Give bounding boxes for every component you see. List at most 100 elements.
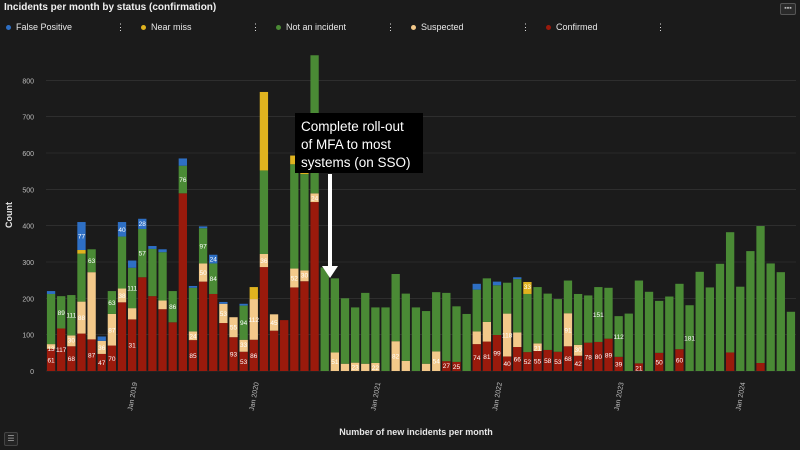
bar-16-not-an-incident[interactable] (209, 263, 218, 294)
bar-19-confirmed[interactable] (239, 351, 248, 371)
bar-14-confirmed[interactable] (188, 340, 198, 371)
bar-37-not-an-incident[interactable] (421, 311, 431, 364)
bar-24-not-an-incident[interactable] (290, 164, 299, 269)
bar-32-not-an-incident[interactable] (371, 307, 380, 364)
bar-20-suspected[interactable] (249, 299, 258, 340)
bar-27-not-an-incident[interactable] (320, 267, 329, 371)
bar-68-not-an-incident[interactable] (736, 286, 745, 371)
bar-7-false-positive[interactable] (117, 222, 127, 237)
bar-67-confirmed[interactable] (725, 352, 735, 371)
bar-16-confirmed[interactable] (209, 293, 218, 371)
bar-6-confirmed[interactable] (107, 345, 117, 371)
bar-3-near-miss[interactable] (77, 250, 86, 254)
bar-17-confirmed[interactable] (219, 323, 228, 371)
bar-36-not-an-incident[interactable] (411, 307, 421, 371)
bar-10-confirmed[interactable] (148, 296, 157, 371)
bar-25-suspected[interactable] (300, 270, 309, 282)
bar-15-false-positive[interactable] (198, 226, 208, 229)
bar-45-not-an-incident[interactable] (502, 282, 512, 314)
bar-51-not-an-incident[interactable] (563, 280, 573, 314)
bar-25-confirmed[interactable] (300, 281, 309, 371)
bar-20-confirmed[interactable] (249, 339, 258, 371)
bar-3-false-positive[interactable] (77, 222, 86, 251)
legend-menu-not-an-incident-icon[interactable]: ⋮ (386, 22, 395, 32)
bar-46-false-positive[interactable] (513, 277, 522, 280)
bar-11-confirmed[interactable] (158, 309, 167, 371)
bar-21-near-miss[interactable] (259, 91, 269, 171)
bar-49-not-an-incident[interactable] (543, 293, 552, 350)
bar-32-suspected[interactable] (371, 363, 380, 371)
bar-48-confirmed[interactable] (533, 351, 542, 371)
bar-44-not-an-incident[interactable] (492, 285, 502, 336)
bar-54-not-an-incident[interactable] (594, 287, 603, 342)
legend-item-suspected[interactable]: Suspected (411, 22, 464, 32)
bar-50-not-an-incident[interactable] (553, 299, 562, 352)
bar-6-not-an-incident[interactable] (107, 291, 117, 314)
bar-62-not-an-incident[interactable] (675, 283, 684, 350)
bar-18-suspected[interactable] (229, 317, 238, 338)
bar-42-false-positive[interactable] (472, 283, 481, 290)
bar-14-not-an-incident[interactable] (188, 287, 198, 332)
bar-49-confirmed[interactable] (543, 349, 552, 371)
bar-38-suspected[interactable] (432, 351, 441, 371)
bar-19-false-positive[interactable] (239, 303, 248, 306)
bar-13-not-an-incident[interactable] (178, 165, 187, 194)
bar-52-not-an-incident[interactable] (573, 293, 583, 345)
bar-19-not-an-incident[interactable] (239, 305, 248, 340)
bar-8-suspected[interactable] (127, 308, 137, 320)
bar-29-suspected[interactable] (340, 363, 350, 371)
bar-31-not-an-incident[interactable] (361, 292, 370, 364)
bar-17-suspected[interactable] (219, 303, 228, 324)
bar-70-not-an-incident[interactable] (756, 226, 765, 364)
bar-35-not-an-incident[interactable] (401, 293, 410, 361)
bar-0-false-positive[interactable] (46, 291, 56, 294)
bar-7-suspected[interactable] (117, 288, 127, 303)
bar-19-suspected[interactable] (239, 339, 248, 352)
bar-30-not-an-incident[interactable] (350, 307, 360, 363)
bar-46-suspected[interactable] (513, 332, 522, 348)
bar-24-near-miss[interactable] (290, 155, 299, 165)
legend-menu-suspected-icon[interactable]: ⋮ (521, 22, 530, 32)
bar-13-confirmed[interactable] (178, 193, 187, 371)
bar-15-not-an-incident[interactable] (198, 228, 208, 264)
bar-62-confirmed[interactable] (675, 349, 684, 371)
bar-5-false-positive[interactable] (97, 336, 106, 341)
legend-menu-near-miss-icon[interactable]: ⋮ (251, 22, 260, 32)
bar-29-not-an-incident[interactable] (340, 298, 350, 364)
bar-73-not-an-incident[interactable] (786, 311, 796, 371)
bar-12-not-an-incident[interactable] (168, 291, 177, 323)
bar-60-not-an-incident[interactable] (655, 300, 664, 353)
bar-8-confirmed[interactable] (127, 319, 137, 371)
bar-48-not-an-incident[interactable] (533, 287, 542, 344)
bar-16-false-positive[interactable] (209, 254, 218, 264)
bar-14-false-positive[interactable] (188, 285, 198, 288)
bar-8-not-an-incident[interactable] (127, 267, 137, 309)
bar-2-not-an-incident[interactable] (67, 295, 76, 336)
bar-58-confirmed[interactable] (634, 363, 644, 371)
bar-2-confirmed[interactable] (67, 346, 76, 371)
bar-39-confirmed[interactable] (442, 361, 451, 371)
bar-42-not-an-incident[interactable] (472, 289, 481, 332)
bar-46-confirmed[interactable] (513, 347, 522, 371)
bar-9-confirmed[interactable] (138, 277, 147, 371)
bar-34-not-an-incident[interactable] (391, 273, 400, 342)
bar-47-near-miss[interactable] (523, 281, 532, 294)
legend-menu-false-positive-icon[interactable]: ⋮ (116, 22, 125, 32)
bar-22-suspected[interactable] (269, 314, 279, 331)
bar-11-not-an-incident[interactable] (158, 252, 167, 301)
bar-65-not-an-incident[interactable] (705, 287, 715, 371)
bar-10-false-positive[interactable] (148, 246, 157, 249)
bar-34-suspected[interactable] (391, 341, 400, 371)
bar-56-confirmed[interactable] (614, 356, 623, 371)
bar-45-suspected[interactable] (502, 313, 512, 357)
bar-47-not-an-incident[interactable] (523, 293, 532, 353)
bar-3-not-an-incident[interactable] (77, 253, 86, 302)
bar-60-confirmed[interactable] (655, 352, 664, 371)
bar-44-confirmed[interactable] (492, 335, 502, 371)
bar-41-not-an-incident[interactable] (462, 313, 471, 371)
bar-4-not-an-incident[interactable] (87, 249, 96, 273)
bar-42-suspected[interactable] (472, 331, 481, 345)
legend-item-false-positive[interactable]: False Positive (6, 22, 72, 32)
bar-0-confirmed[interactable] (46, 348, 56, 371)
bar-13-false-positive[interactable] (178, 158, 187, 166)
